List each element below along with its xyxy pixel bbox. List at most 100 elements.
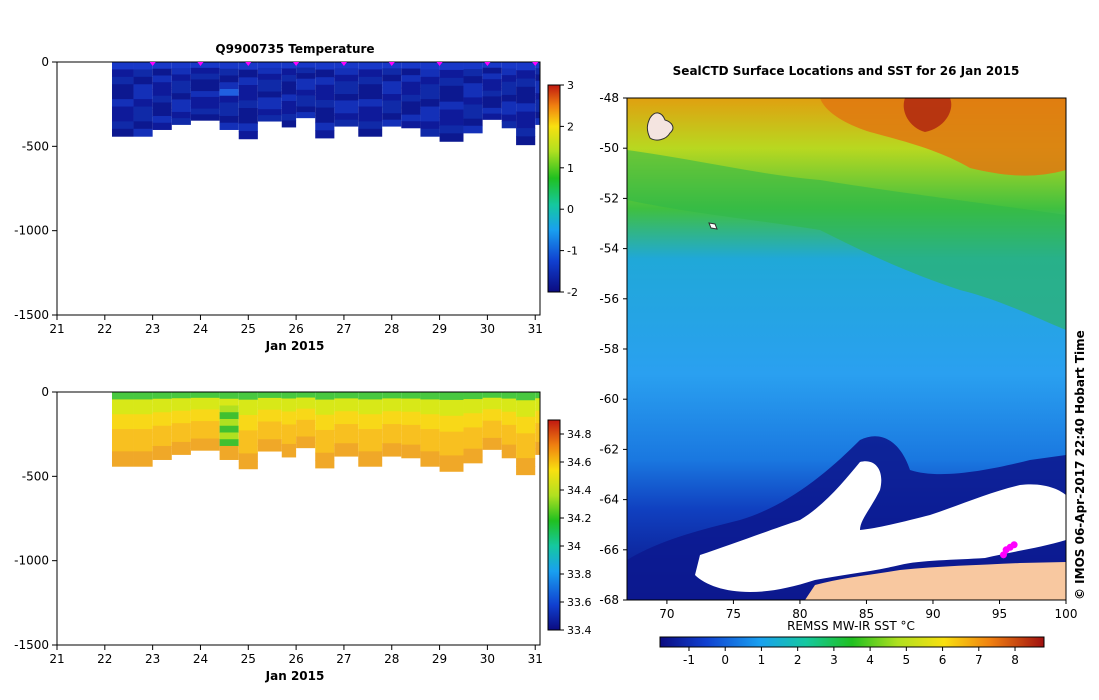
p1-profile-cell xyxy=(401,101,421,109)
p1-profile-cell xyxy=(401,108,421,116)
p2-profile-cell xyxy=(296,392,316,399)
p1-profile-cell xyxy=(501,62,517,70)
map-xtick-label: 85 xyxy=(859,607,874,621)
temperature-title: Q9900735 Temperature xyxy=(215,42,374,56)
p2-profile-cell xyxy=(296,430,316,438)
p2-profile-cell xyxy=(334,430,359,438)
p2-profile-cell xyxy=(420,458,440,467)
p2-profile-cell xyxy=(296,408,316,415)
p2-profile-cell xyxy=(315,452,335,461)
p2-cbtick-label: 34.6 xyxy=(567,456,592,469)
p2-profile-cell xyxy=(439,415,464,425)
p2-profile-cell xyxy=(171,448,191,455)
p2-profile-cell xyxy=(133,399,153,408)
p1-profile-cell xyxy=(334,106,359,114)
p2-profile-cell xyxy=(190,397,220,405)
p1-profile-cell xyxy=(296,95,316,102)
p2-profile-cell xyxy=(401,451,421,459)
p1-profile-cell xyxy=(463,90,483,98)
p1-profile-cell xyxy=(516,111,536,121)
p2-profile-cell xyxy=(463,434,483,443)
p1-profile-cell xyxy=(152,82,172,90)
p2-profile-cell xyxy=(463,427,483,436)
p1-profile-cell xyxy=(463,69,483,77)
p2-profile-cell xyxy=(219,412,239,420)
p1-profile-cell xyxy=(152,95,172,103)
p1-profile-cell xyxy=(501,101,517,109)
surface-marker xyxy=(436,62,443,66)
p2-cbtick-label: 34.4 xyxy=(567,484,592,497)
p1-profile-cell xyxy=(111,62,134,70)
p1-profile-cell xyxy=(420,84,440,93)
p1-profile-cell xyxy=(439,62,464,71)
p1-profile-cell xyxy=(463,118,483,127)
p2-cbtick-label: 34 xyxy=(567,540,581,553)
p2-profile-cell xyxy=(382,411,402,419)
p1-profile-cell xyxy=(152,75,172,83)
p1-profile-cell xyxy=(482,62,502,69)
p1-profile-cell xyxy=(281,100,297,108)
p1-profile-cell xyxy=(257,91,282,98)
p2-profile-cell xyxy=(439,463,464,472)
p1-profile-cell xyxy=(238,92,258,101)
p1-profile-cell xyxy=(152,102,172,110)
p2-profile-cell xyxy=(219,432,239,440)
p2-profile-cell xyxy=(535,392,540,399)
credit-text: © IMOS 06-Apr-2017 22:40 Hobart Time xyxy=(1073,330,1087,600)
p1-profile-cell xyxy=(190,62,220,69)
p1-profile-cell xyxy=(152,68,172,76)
surface-marker xyxy=(340,62,347,66)
sst-field xyxy=(627,98,1066,600)
p1-profile-cell xyxy=(219,109,239,117)
p2-profile-cell xyxy=(219,445,239,454)
sst-cbtick-label: -1 xyxy=(683,653,695,667)
p1-profile-cell xyxy=(401,62,421,70)
p2-profile-cell xyxy=(535,398,540,405)
p1-profile-cell xyxy=(171,99,191,107)
p1-profile-cell xyxy=(257,79,282,87)
p1-profile-cell xyxy=(501,81,517,89)
p2-profile-cell xyxy=(463,420,483,428)
p1-cbtick-label: 2 xyxy=(567,120,574,133)
p1-profile-cell xyxy=(535,93,540,100)
p2-profile-cell xyxy=(315,429,335,439)
p1-profile-cell xyxy=(401,88,421,96)
p2-profile-cell xyxy=(257,439,282,446)
p2-xtick-label: 26 xyxy=(288,652,303,666)
p1-profile-cell xyxy=(257,62,282,69)
p2-profile-cell xyxy=(401,405,421,413)
p2-profile-cell xyxy=(281,411,297,419)
salinity-section xyxy=(111,392,540,476)
p2-profile-cell xyxy=(281,450,297,458)
p2-profile-cell xyxy=(219,398,239,406)
p1-profile-cell xyxy=(219,88,239,97)
p2-profile-cell xyxy=(219,439,239,447)
p2-profile-cell xyxy=(315,422,335,431)
p1-profile-cell xyxy=(152,109,172,117)
p1-profile-cell xyxy=(111,106,134,115)
p1-profile-cell xyxy=(463,62,483,70)
p2-profile-cell xyxy=(111,399,134,408)
sst-cbtick-label: 7 xyxy=(975,653,983,667)
p2-profile-cell xyxy=(516,392,536,401)
p2-profile-cell xyxy=(281,430,297,438)
p2-profile-cell xyxy=(358,414,383,423)
p2-profile-cell xyxy=(238,438,258,447)
p2-profile-cell xyxy=(111,451,134,460)
p2-profile-cell xyxy=(420,451,440,460)
map-ytick-label: -60 xyxy=(599,392,619,406)
p2-profile-cell xyxy=(358,429,383,438)
p1-profile-cell xyxy=(315,107,335,116)
p2-profile-cell xyxy=(152,398,172,406)
surface-marker xyxy=(484,62,491,66)
p1-profile-cell xyxy=(382,74,402,82)
p1-xtick-label: 22 xyxy=(97,322,112,336)
p1-profile-cell xyxy=(358,91,383,100)
p2-profile-cell xyxy=(535,410,540,418)
p1-profile-cell xyxy=(439,125,464,134)
p1-profile-cell xyxy=(420,69,440,78)
p1-profile-cell xyxy=(296,106,316,113)
sst-colorbar xyxy=(659,636,1045,648)
seal-track xyxy=(999,541,1018,559)
